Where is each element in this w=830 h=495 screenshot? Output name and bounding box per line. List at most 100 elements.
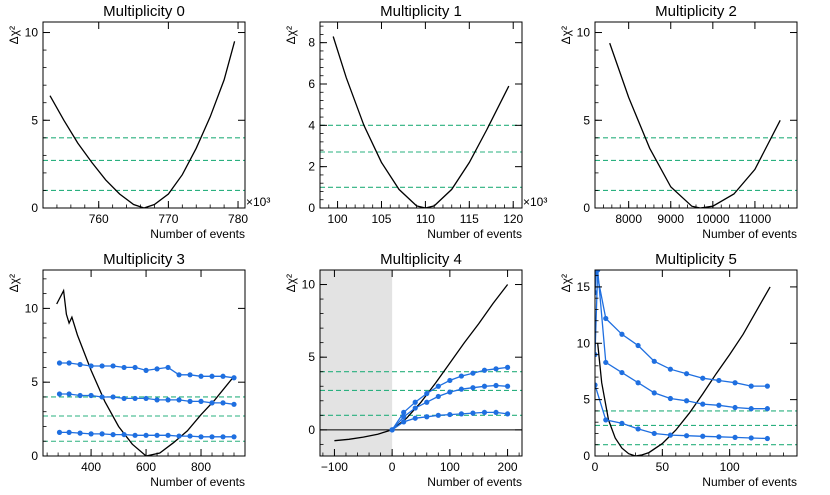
x-axis: 760 770 780 [42, 22, 248, 226]
series-point-upper [635, 342, 641, 349]
y-tick-label: 8 [308, 36, 315, 50]
series-line-lower [595, 384, 768, 440]
x-axis-label: Number of events [150, 227, 245, 241]
x-tick-label: −100 [321, 460, 348, 474]
series-point-middle [66, 391, 72, 397]
y-axis: 0 2 4 6 8 [308, 25, 522, 215]
panel-multiplicity-0: 760 770 780 0 5 10 Multiplicity 0 Number of eve… [7, 3, 270, 241]
y-axis-label: Δχ² [7, 274, 21, 292]
plot-frame [319, 269, 523, 457]
series-point-lower [209, 434, 215, 440]
y-axis-label: Δχ² [7, 26, 21, 44]
x-tick-label: 770 [158, 212, 178, 226]
y-tick-label: 5 [308, 350, 315, 364]
series-point-upper [209, 373, 215, 379]
series-point-middle [198, 398, 204, 404]
series-point-upper [619, 331, 625, 337]
plot-frame [594, 21, 798, 209]
series-point-upper [143, 367, 149, 373]
series-point-middle [504, 383, 511, 389]
series-point-middle [619, 369, 625, 376]
series-point-lower [110, 431, 116, 438]
y-tick-label: 10 [25, 26, 39, 40]
series-point-upper [187, 372, 193, 378]
y-axis: 0 5 10 [577, 26, 797, 215]
series-point-lower [231, 434, 237, 440]
series-point-lower [99, 431, 105, 437]
series-point-upper [220, 373, 226, 379]
series-point-lower [651, 430, 657, 437]
series-point-upper [154, 366, 160, 372]
plot-frame [594, 269, 798, 457]
series-point-lower [716, 434, 722, 440]
series-point-upper [165, 364, 171, 371]
series-point-middle [764, 406, 770, 412]
series-point-lower [132, 432, 138, 438]
series-point-middle [667, 395, 674, 402]
x-axis-label: Number of events [427, 227, 522, 241]
chart-title: Multiplicity 5 [655, 251, 737, 268]
series-point-middle [412, 405, 418, 411]
chart-title: Multiplicity 3 [103, 251, 185, 268]
series-point-lower [700, 433, 706, 439]
plot-frame [42, 269, 246, 457]
series-point-lower [764, 435, 770, 442]
x-tick-label: 115 [460, 212, 479, 226]
chart-title: Multiplicity 1 [380, 3, 462, 20]
series-point-lower [748, 435, 754, 441]
panel-multiplicity-3: 400 600 800 0 5 10 Multiplicity 3 Number of eve… [7, 251, 246, 489]
x-tick-label: 780 [228, 212, 248, 226]
y-tick-label: 2 [308, 160, 315, 174]
series-point-middle [635, 380, 641, 386]
x-axis: 8000 9000 10000 11000 [594, 22, 798, 226]
series-point-lower [635, 426, 641, 432]
series-point-middle [424, 399, 430, 405]
delta-chi2-curve [334, 284, 509, 442]
series-point-middle [154, 397, 160, 403]
series-point-lower [198, 434, 204, 440]
x-axis: −100 0 100 200 [321, 270, 520, 474]
x-tick-label: 50 [656, 460, 670, 474]
series-point-lower [447, 411, 453, 418]
panel-multiplicity-5: 0 50 100 0 5 10 15 Multiplicity 5 Number of even… [559, 251, 798, 489]
series-point-lower [603, 417, 609, 423]
series-point-middle [748, 406, 754, 412]
series-point-lower [165, 432, 171, 438]
series-point-middle [470, 385, 476, 391]
x-axis-label: Number of events [702, 475, 797, 489]
y-tick-label: 5 [31, 375, 38, 389]
plot-frame [42, 21, 246, 209]
y-tick-label: 10 [577, 26, 591, 40]
series-point-upper [732, 380, 738, 386]
series-point-upper [447, 377, 453, 384]
series-point-middle [732, 404, 738, 411]
plot-area [43, 288, 245, 456]
series-point-middle [716, 402, 722, 408]
x-tick-label: 110 [416, 212, 435, 226]
x-tick-label: 8000 [615, 212, 642, 226]
series-point-upper [198, 373, 204, 379]
series-point-lower [424, 414, 430, 420]
series-point-lower [619, 420, 625, 426]
series-point-lower [154, 432, 160, 438]
series-point-upper [667, 366, 674, 372]
y-axis: 0 5 10 [302, 269, 522, 445]
series-point-upper [66, 360, 72, 366]
series-point-upper [121, 364, 127, 371]
x-tick-label: 9000 [657, 212, 684, 226]
plot-area [320, 270, 522, 456]
y-axis: 0 5 10 15 [577, 275, 797, 463]
series-point-lower [595, 382, 598, 388]
x-tick-label: 105 [371, 212, 391, 226]
y-tick-label: 15 [577, 280, 591, 294]
chart-title: Multiplicity 0 [103, 3, 185, 20]
series-point-lower [389, 427, 395, 433]
series-point-upper [748, 383, 754, 389]
chart-title: Multiplicity 2 [655, 3, 737, 20]
series-point-upper [700, 375, 706, 381]
series-point-upper [424, 390, 430, 397]
x-tick-label: 10000 [696, 212, 730, 226]
series-point-lower [187, 433, 193, 439]
series-point-upper [470, 370, 476, 376]
